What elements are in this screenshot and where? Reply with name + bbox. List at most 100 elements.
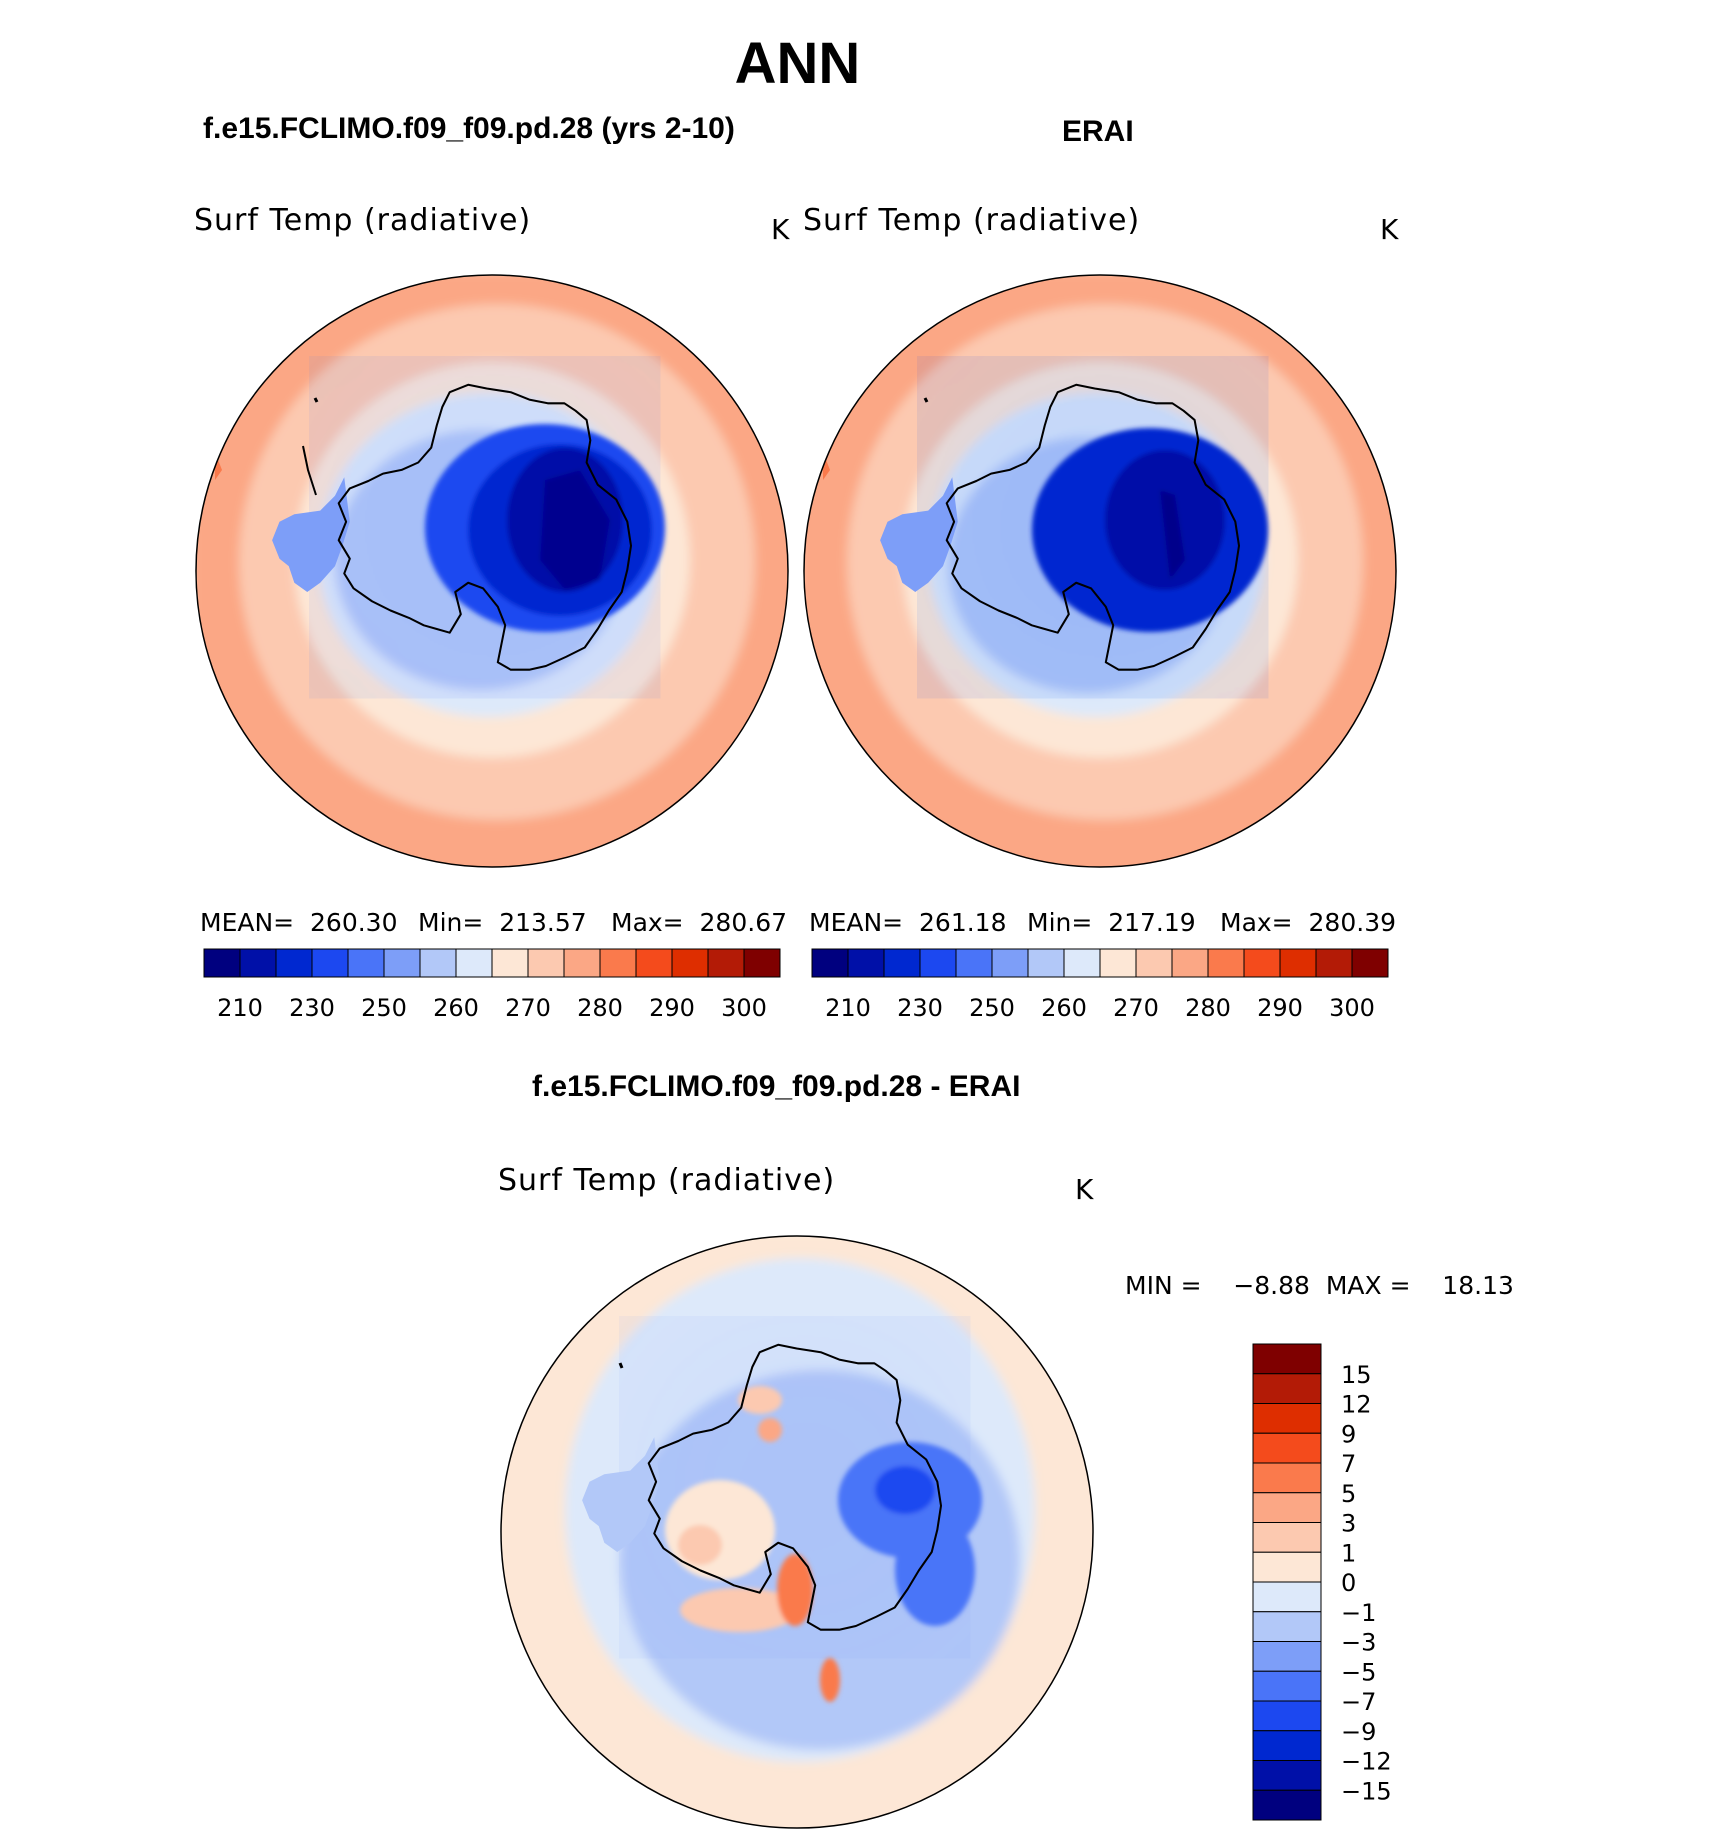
colorbar-tick-label: 270 xyxy=(1113,994,1159,1022)
colorbar-box xyxy=(1252,1373,1322,1404)
colorbar-box xyxy=(635,948,673,978)
colorbar-tick-label: 3 xyxy=(1341,1510,1356,1538)
panel1-units: K xyxy=(771,213,790,246)
panel1-max: Max= 280.67 xyxy=(611,908,788,937)
colorbar-box xyxy=(1351,948,1389,978)
colorbar-box xyxy=(671,948,709,978)
colorbar-box xyxy=(991,948,1029,978)
map-panel-model xyxy=(195,274,789,868)
colorbar-box xyxy=(883,948,921,978)
panel2-variable-label: Surf Temp (radiative) xyxy=(803,203,1141,238)
colorbar-box xyxy=(1252,1641,1322,1672)
diff-minmax: MIN = −8.88 MAX = 18.13 xyxy=(1125,1271,1514,1300)
colorbar-tick-label: −9 xyxy=(1341,1718,1376,1746)
colorbar-box xyxy=(203,948,241,978)
colorbar-box xyxy=(1252,1343,1322,1375)
colorbar-tick-label: 210 xyxy=(217,994,263,1022)
panel2-mean: MEAN= 261.18 xyxy=(809,908,1007,937)
map-panel-difference xyxy=(500,1235,1094,1829)
colorbar-tick-label: −15 xyxy=(1341,1777,1392,1805)
panel2-units: K xyxy=(1380,213,1399,246)
colorbar-box xyxy=(1243,948,1281,978)
colorbar-box xyxy=(955,948,993,978)
colorbar-tick-label: 230 xyxy=(897,994,943,1022)
colorbar-tick-label: 230 xyxy=(289,994,335,1022)
colorbar-box xyxy=(383,948,421,978)
colorbar-box xyxy=(1027,948,1065,978)
colorbar-box xyxy=(347,948,385,978)
colorbar-tick-label: 290 xyxy=(1257,994,1303,1022)
colorbar-box xyxy=(239,948,277,978)
colorbar-box xyxy=(707,948,745,978)
colorbar-box xyxy=(1252,1611,1322,1642)
colorbar-tick-label: −5 xyxy=(1341,1658,1376,1686)
colorbar-tick-label: 300 xyxy=(1329,994,1375,1022)
colorbar-tick-label: 0 xyxy=(1341,1569,1356,1597)
colorbar-tick-label: 280 xyxy=(577,994,623,1022)
colorbar-tick-label: 250 xyxy=(969,994,1015,1022)
diff-variable-label: Surf Temp (radiative) xyxy=(498,1163,836,1198)
page-title: ANN xyxy=(734,31,861,96)
colorbar-box xyxy=(743,948,781,978)
colorbar-box xyxy=(1252,1492,1322,1523)
colorbar-box xyxy=(1252,1432,1322,1464)
colorbar-box xyxy=(1063,948,1101,978)
colorbar-tick-label: 260 xyxy=(1041,994,1087,1022)
colorbar-box xyxy=(847,948,885,978)
colorbar-tick-label: 1 xyxy=(1341,1539,1356,1567)
colorbar-tick-label: 260 xyxy=(433,994,479,1022)
colorbar-model: 210 230 250 260 270 280 290 300 xyxy=(203,948,781,1022)
diff-units: K xyxy=(1075,1173,1094,1206)
colorbar-box xyxy=(1135,948,1173,978)
colorbar-box xyxy=(1279,948,1317,978)
panel1-mean: MEAN= 260.30 xyxy=(200,908,398,937)
panel2-min: Min= 217.19 xyxy=(1027,908,1196,937)
colorbar-tick-label: −12 xyxy=(1341,1748,1392,1776)
colorbar-box xyxy=(1252,1522,1322,1553)
colorbar-box xyxy=(1171,948,1209,978)
colorbar-box xyxy=(1252,1551,1322,1583)
colorbar-tick-label: 300 xyxy=(721,994,767,1022)
colorbar-box xyxy=(1252,1789,1322,1821)
colorbar-tick-label: −1 xyxy=(1341,1599,1376,1627)
colorbar-box xyxy=(455,948,493,978)
colorbar-tick-label: −3 xyxy=(1341,1629,1376,1657)
colorbar-box xyxy=(919,948,957,978)
colorbar-tick-label: 270 xyxy=(505,994,551,1022)
colorbar-box xyxy=(1315,948,1353,978)
colorbar-box xyxy=(1252,1462,1322,1494)
colorbar-box xyxy=(311,948,349,978)
colorbar-box xyxy=(563,948,601,978)
colorbar-box xyxy=(1099,948,1137,978)
colorbar-tick-label: −7 xyxy=(1341,1688,1376,1716)
colorbar-tick-label: 15 xyxy=(1341,1361,1372,1389)
colorbar-box xyxy=(1252,1670,1322,1702)
colorbar-box xyxy=(1252,1730,1322,1761)
colorbar-tick-label: 290 xyxy=(649,994,695,1022)
colorbar-box xyxy=(275,948,313,978)
colorbar-box xyxy=(1252,1403,1322,1434)
panel1-min: Min= 213.57 xyxy=(418,908,587,937)
diff-title: f.e15.FCLIMO.f09_f09.pd.28 - ERAI xyxy=(532,1070,1021,1103)
colorbar-box xyxy=(527,948,565,978)
map-panel-erai xyxy=(803,274,1397,868)
colorbar-box xyxy=(599,948,637,978)
colorbar-box xyxy=(1252,1581,1322,1613)
colorbar-box xyxy=(811,948,849,978)
colorbar-box xyxy=(1252,1760,1322,1791)
colorbar-tick-label: 280 xyxy=(1185,994,1231,1022)
panel1-title: f.e15.FCLIMO.f09_f09.pd.28 (yrs 2-10) xyxy=(203,112,735,145)
colorbar-box xyxy=(1252,1700,1322,1732)
colorbar-tick-label: 5 xyxy=(1341,1480,1356,1508)
colorbar-erai: 210 230 250 260 270 280 290 300 xyxy=(811,948,1389,1022)
colorbar-box xyxy=(1207,948,1245,978)
colorbar-tick-label: 210 xyxy=(825,994,871,1022)
panel2-title: ERAI xyxy=(1062,115,1134,148)
panel1-variable-label: Surf Temp (radiative) xyxy=(194,203,532,238)
colorbar-tick-label: 250 xyxy=(361,994,407,1022)
colorbar-tick-label: 7 xyxy=(1341,1450,1356,1478)
colorbar-tick-label: 9 xyxy=(1341,1420,1356,1448)
panel2-max: Max= 280.39 xyxy=(1220,908,1397,937)
